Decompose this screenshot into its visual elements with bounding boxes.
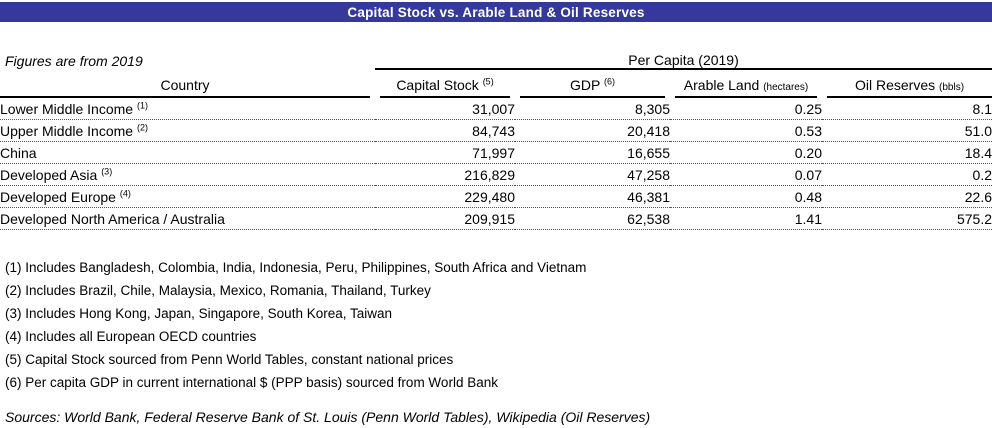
cell-capital-stock: 84,743: [375, 119, 515, 142]
column-header-capital-stock: Capital Stock (5): [380, 77, 510, 98]
cell-country: Lower Middle Income (1): [0, 98, 375, 120]
table-row: Developed North America / Australia 209,…: [0, 207, 992, 230]
cell-gdp: 20,418: [515, 119, 670, 142]
cell-country: Developed Asia (3): [0, 163, 375, 186]
table-row: China 71,997 16,655 0.20 18.4: [0, 141, 992, 164]
cell-oil-reserves: 22.6: [822, 185, 992, 208]
cell-gdp: 16,655: [515, 141, 670, 164]
cell-oil-reserves: 51.0: [822, 119, 992, 142]
footnote-ref: (2): [136, 121, 148, 132]
footnote-ref-5: (5): [482, 76, 494, 87]
cell-country: Upper Middle Income (2): [0, 119, 375, 142]
oil-reserves-unit: (bbls): [939, 82, 965, 93]
footnote-ref: (1): [136, 99, 148, 110]
table-row: Upper Middle Income (2) 84,743 20,418 0.…: [0, 119, 992, 142]
arable-land-unit: (hectares): [763, 82, 809, 93]
cell-gdp: 8,305: [515, 98, 670, 120]
title-bar: Capital Stock vs. Arable Land & Oil Rese…: [0, 2, 992, 22]
footnote-ref-6: (6): [603, 76, 615, 87]
cell-gdp: 62,538: [515, 207, 670, 230]
cell-oil-reserves: 575.2: [822, 207, 992, 230]
cell-capital-stock: 71,997: [375, 141, 515, 164]
table-row: Lower Middle Income (1) 31,007 8,305 0.2…: [0, 98, 992, 120]
column-header-oil-reserves: Oil Reserves (bbls): [827, 77, 992, 98]
footnote-1: (1) Includes Bangladesh, Colombia, India…: [5, 260, 587, 275]
cell-country: Developed North America / Australia: [0, 207, 375, 230]
cell-gdp: 46,381: [515, 185, 670, 208]
cell-capital-stock: 31,007: [375, 98, 515, 120]
cell-oil-reserves: 0.2: [822, 163, 992, 186]
cell-arable-land: 0.25: [670, 98, 822, 120]
cell-arable-land: 0.48: [670, 185, 822, 208]
per-capita-header: Per Capita (2019): [375, 44, 992, 70]
footnotes: (1) Includes Bangladesh, Colombia, India…: [5, 256, 992, 394]
column-header-gdp: GDP (6): [520, 77, 665, 98]
footnote-2: (2) Includes Brazil, Chile, Malaysia, Me…: [5, 283, 431, 298]
cell-country: China: [0, 141, 375, 164]
cell-country: Developed Europe (4): [0, 185, 375, 208]
footnote-ref: (3): [101, 165, 113, 176]
cell-capital-stock: 229,480: [375, 185, 515, 208]
figures-note: Figures are from 2019: [5, 53, 143, 69]
cell-gdp: 47,258: [515, 163, 670, 186]
table-row: Developed Europe (4) 229,480 46,381 0.48…: [0, 185, 992, 208]
footnote-6: (6) Per capita GDP in current internatio…: [5, 375, 498, 390]
cell-oil-reserves: 18.4: [822, 141, 992, 164]
cell-arable-land: 0.20: [670, 141, 822, 164]
footnote-3: (3) Includes Hong Kong, Japan, Singapore…: [5, 306, 393, 321]
sources-line: Sources: World Bank, Federal Reserve Ban…: [5, 409, 651, 425]
table-row: Developed Asia (3) 216,829 47,258 0.07 0…: [0, 163, 992, 186]
pre-header-row: Figures are from 2019 Per Capita (2019): [0, 44, 992, 70]
cell-capital-stock: 209,915: [375, 207, 515, 230]
cell-capital-stock: 216,829: [375, 163, 515, 186]
cell-arable-land: 1.41: [670, 207, 822, 230]
column-header-arable-land: Arable Land (hectares): [675, 77, 817, 98]
page-title: Capital Stock vs. Arable Land & Oil Rese…: [347, 4, 645, 20]
cell-arable-land: 0.53: [670, 119, 822, 142]
footnote-5: (5) Capital Stock sourced from Penn Worl…: [5, 352, 454, 367]
footnote-ref: (4): [119, 187, 131, 198]
column-header-row: Country Capital Stock (5) GDP (6) Arable…: [0, 69, 992, 98]
column-header-country: Country: [0, 77, 370, 98]
cell-arable-land: 0.07: [670, 163, 822, 186]
cell-oil-reserves: 8.1: [822, 98, 992, 120]
footnote-4: (4) Includes all European OECD countries: [5, 329, 257, 344]
data-table: Figures are from 2019 Per Capita (2019) …: [0, 44, 992, 230]
